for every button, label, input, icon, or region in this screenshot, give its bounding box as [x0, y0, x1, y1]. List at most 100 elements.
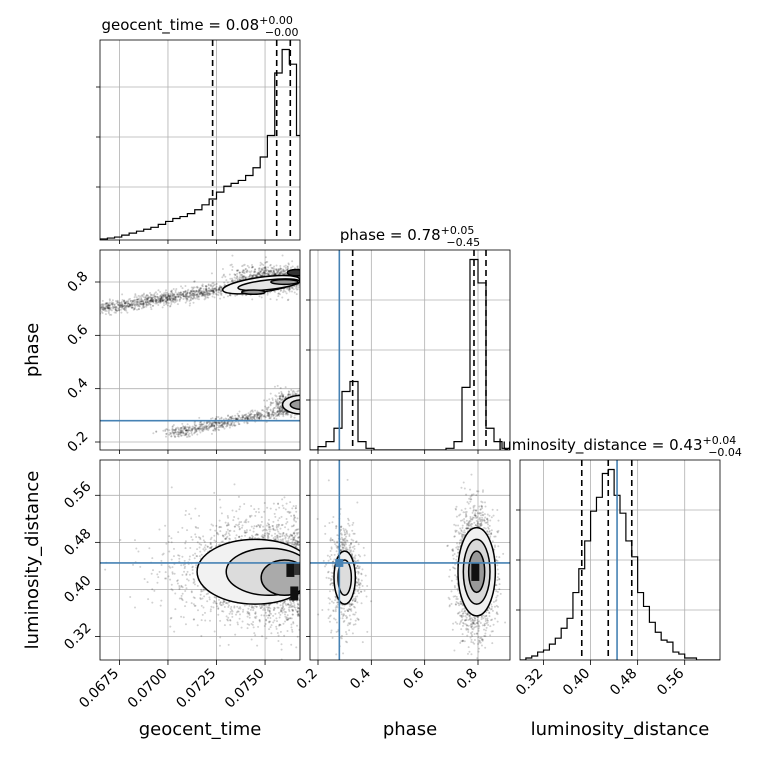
- sample-point: [303, 275, 305, 277]
- sample-point: [302, 282, 304, 284]
- sample-point: [179, 294, 182, 297]
- sample-point: [193, 280, 196, 283]
- sample-point: [133, 303, 136, 306]
- sample-point: [305, 405, 307, 407]
- sample-point: [274, 515, 277, 518]
- sample-point: [148, 296, 151, 299]
- sample-point: [305, 286, 307, 288]
- sample-point: [263, 609, 266, 612]
- sample-point: [200, 553, 203, 556]
- sample-point: [149, 299, 152, 302]
- sample-point: [303, 273, 305, 275]
- sample-point: [109, 306, 112, 309]
- sample-point: [168, 433, 171, 436]
- sample-point: [194, 552, 197, 555]
- sample-point: [305, 278, 307, 280]
- sample-point: [119, 301, 122, 304]
- sample-point: [198, 293, 201, 296]
- sample-point: [303, 282, 305, 284]
- sample-point: [202, 294, 205, 297]
- sample-point: [186, 570, 189, 573]
- sample-point: [303, 273, 305, 275]
- sample-point: [276, 606, 279, 609]
- sample-point: [147, 296, 150, 299]
- sample-point: [202, 289, 205, 292]
- sample-point: [301, 401, 303, 403]
- sample-point: [159, 290, 162, 293]
- sample-point: [176, 293, 179, 296]
- sample-point: [304, 275, 306, 277]
- sample-point: [111, 299, 114, 302]
- sample-point: [211, 287, 214, 290]
- sample-point: [127, 305, 130, 308]
- sample-point: [113, 303, 116, 306]
- sample-point: [162, 301, 165, 304]
- sample-point: [249, 273, 252, 276]
- sample-point: [263, 532, 266, 535]
- sample-point: [184, 297, 187, 300]
- sample-point: [149, 299, 152, 302]
- sample-point: [131, 302, 134, 305]
- sample-point: [297, 286, 300, 289]
- title-minus: −0.00: [265, 26, 299, 39]
- sample-point: [128, 304, 131, 307]
- sample-point: [204, 288, 207, 291]
- sample-point: [219, 286, 222, 289]
- sample-point: [307, 404, 309, 406]
- sample-point: [185, 295, 188, 298]
- sample-point: [311, 283, 313, 285]
- sample-point: [144, 299, 147, 302]
- sample-point: [104, 304, 107, 307]
- sample-point: [202, 293, 205, 296]
- sample-point: [246, 264, 249, 267]
- sample-point: [170, 297, 173, 300]
- sample-point: [173, 299, 176, 302]
- sample-point: [114, 311, 117, 314]
- sample-point: [122, 305, 125, 308]
- sample-point: [102, 308, 105, 311]
- sample-point: [157, 304, 160, 307]
- sample-point: [147, 300, 150, 303]
- sample-point: [166, 295, 169, 298]
- sample-point: [238, 508, 241, 511]
- sample-point: [186, 291, 189, 294]
- sample-point: [172, 295, 175, 298]
- sample-point: [165, 298, 168, 301]
- sample-point: [139, 302, 142, 305]
- sample-point: [226, 281, 229, 284]
- sample-point: [169, 293, 172, 296]
- sample-point: [249, 410, 252, 413]
- sample-point: [150, 300, 153, 303]
- sample-point: [191, 294, 194, 297]
- sample-point: [306, 396, 308, 398]
- sample-point: [303, 274, 305, 276]
- sample-point: [106, 306, 109, 309]
- sample-point: [112, 306, 115, 309]
- sample-point: [250, 505, 253, 508]
- sample-point: [204, 544, 207, 547]
- sample-point: [304, 278, 306, 280]
- sample-point: [278, 397, 281, 400]
- sample-point: [157, 299, 160, 302]
- sample-point: [230, 423, 233, 426]
- sample-point: [139, 295, 142, 298]
- sample-point: [273, 416, 276, 419]
- sample-point: [126, 304, 129, 307]
- sample-point: [112, 307, 115, 310]
- sample-point: [303, 272, 305, 274]
- sample-point: [169, 298, 172, 301]
- sample-point: [293, 416, 296, 419]
- sample-point: [201, 294, 204, 297]
- sample-point: [217, 415, 220, 418]
- sample-point: [195, 290, 198, 293]
- sample-point: [307, 276, 309, 278]
- sample-point: [205, 426, 208, 429]
- sample-point: [145, 302, 148, 305]
- sample-point: [120, 305, 123, 308]
- sample-point: [160, 295, 163, 298]
- sample-point: [186, 578, 189, 581]
- hist-bars-luminosity_distance: [520, 468, 720, 660]
- sample-point: [141, 294, 144, 297]
- sample-point: [108, 303, 111, 306]
- sample-point: [162, 299, 165, 302]
